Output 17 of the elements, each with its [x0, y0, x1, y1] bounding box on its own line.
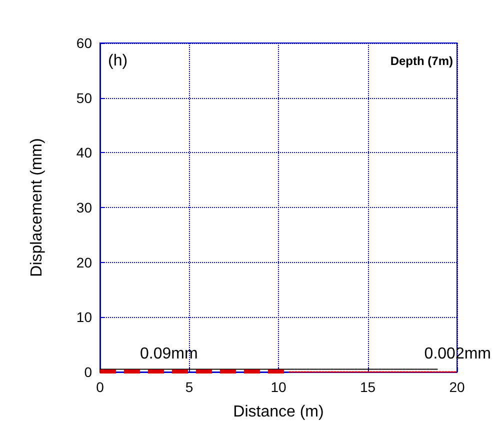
- annotation: Depth (7m): [390, 54, 453, 68]
- y-tick-label: 10: [76, 309, 92, 326]
- x-axis-title: Distance (m): [233, 404, 324, 420]
- x-tick-label: 20: [449, 379, 465, 395]
- annotation: (h): [108, 52, 128, 70]
- x-tick-label: 5: [185, 379, 194, 395]
- x-tick-label: 0: [96, 379, 104, 395]
- y-tick-label: 20: [76, 254, 92, 270]
- y-tick-label: 0: [84, 364, 92, 380]
- y-tick-label: 50: [76, 90, 92, 106]
- x-tick-label: 15: [360, 379, 376, 395]
- y-tick-label: 30: [76, 200, 92, 216]
- y-axis-title: Displacement (mm): [28, 138, 46, 277]
- annotation: 0.09mm: [140, 346, 198, 362]
- x-tick-label: 10: [270, 379, 286, 395]
- y-tick-label: 60: [76, 35, 92, 51]
- y-tick-label: 40: [76, 144, 92, 161]
